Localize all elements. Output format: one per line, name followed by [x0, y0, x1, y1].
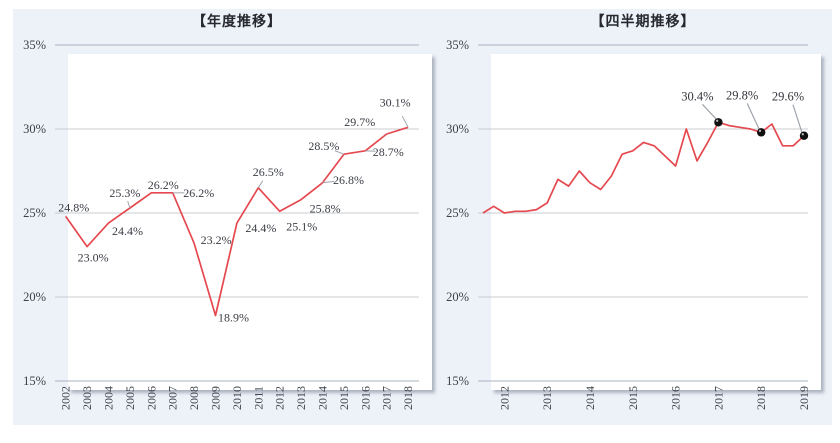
annual-chart-plot-area: [68, 54, 432, 390]
annual-chart-title: 【年度推移】: [192, 14, 282, 30]
charts-panel: [13, 9, 832, 425]
quarterly-chart-plot-area: [491, 54, 821, 390]
quarterly-chart-title: 【四半期推移】: [590, 14, 696, 30]
